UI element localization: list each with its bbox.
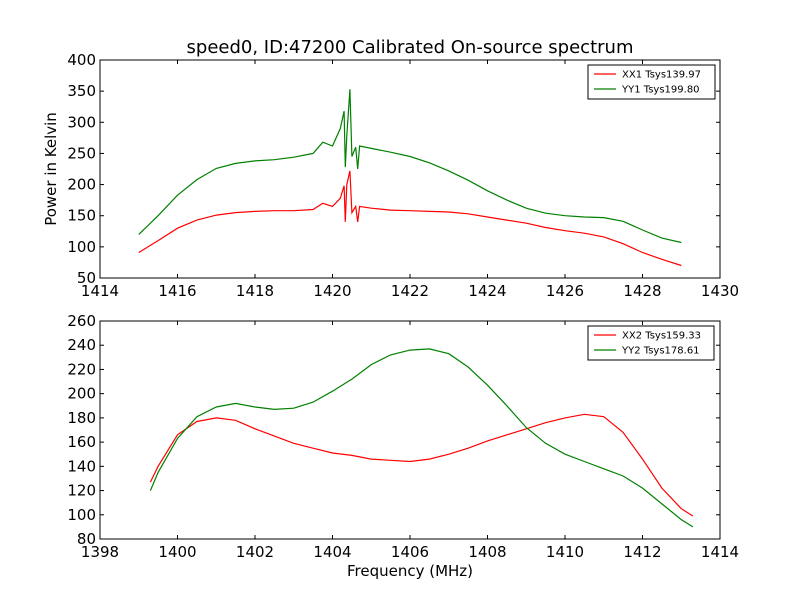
y-tick-label: 50	[77, 269, 96, 287]
x-tick-label: 1398	[81, 543, 119, 561]
x-tick-label: 1416	[158, 282, 196, 300]
x-tick-label: 1406	[391, 543, 429, 561]
bottom-panel: Frequency (MHz) 1398 1400 1402 1404 1406 1408…	[67, 312, 739, 580]
y-tick-label: 240	[67, 336, 96, 354]
series-line-yy2	[149, 348, 694, 528]
x-tick-label: 1402	[236, 543, 274, 561]
y-tick-label: 150	[67, 207, 96, 225]
x-tick-label: 1424	[468, 282, 506, 300]
chart-title: speed0, ID:47200 Calibrated On-source sp…	[187, 37, 634, 58]
y-tick-label: 180	[67, 409, 96, 427]
y-tick-label: 100	[67, 238, 96, 256]
x-tick-label: 1418	[236, 282, 274, 300]
y-tick-label: 80	[77, 530, 96, 548]
x-tick-label: 1428	[623, 282, 661, 300]
legend-label: YY2 Tsys178.61	[621, 346, 700, 357]
x-tick-label: 1426	[546, 282, 584, 300]
x-tick-label: 1414	[701, 543, 739, 561]
series-line-yy1	[138, 89, 682, 244]
x-tick-label: 1400	[158, 543, 196, 561]
x-tick-label: 1410	[546, 543, 584, 561]
legend-box	[587, 64, 716, 100]
x-tick-label: 1420	[313, 282, 351, 300]
y-tick-label: 200	[67, 385, 96, 403]
x-tick-label: 1422	[391, 282, 429, 300]
y-tick-label: 350	[67, 82, 96, 100]
y-tick-label: 260	[67, 312, 96, 330]
x-tick-label: 1414	[81, 282, 119, 300]
y-tick-label: 200	[67, 176, 96, 194]
top-y-axis-label: Power in Kelvin	[42, 112, 60, 226]
series-line-xx1	[138, 170, 682, 267]
legend-box	[587, 325, 715, 361]
legend-label: XX1 Tsys139.97	[622, 70, 701, 81]
legend: XX2 Tsys159.33 YY2 Tsys178.61	[587, 325, 715, 361]
x-tick-label: 1408	[468, 543, 506, 561]
legend-label: XX2 Tsys159.33	[622, 331, 701, 342]
y-tick-label: 250	[67, 144, 96, 162]
x-tick-label: 1430	[701, 282, 739, 300]
bottom-x-axis-label: Frequency (MHz)	[347, 562, 473, 580]
top-panel: Power in Kelvin 1414 1416 1418 1420 1422 1424…	[42, 51, 739, 300]
y-tick-label: 220	[67, 360, 96, 378]
y-tick-label: 300	[67, 113, 96, 131]
y-tick-label: 140	[67, 457, 96, 475]
y-tick-label: 400	[67, 51, 96, 69]
legend-label: YY1 Tsys199.80	[621, 85, 700, 96]
y-tick-label: 120	[67, 482, 96, 500]
legend: XX1 Tsys139.97 YY1 Tsys199.80	[587, 64, 716, 100]
x-tick-label: 1412	[623, 543, 661, 561]
y-tick-label: 160	[67, 433, 96, 451]
x-tick-label: 1404	[313, 543, 351, 561]
series-line-xx2	[149, 413, 694, 517]
y-tick-label: 100	[67, 506, 96, 524]
